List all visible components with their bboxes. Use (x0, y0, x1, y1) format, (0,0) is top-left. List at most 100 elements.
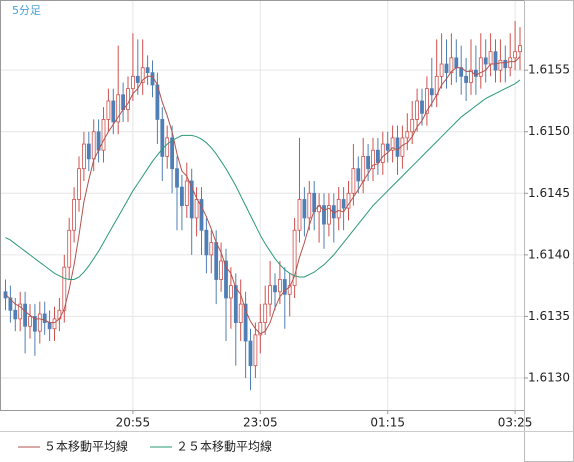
candle-body (47, 322, 52, 330)
candle-body (121, 94, 125, 110)
candle-body (444, 63, 449, 74)
candle-body (179, 186, 184, 207)
candle-body (513, 51, 517, 59)
candle-body (483, 57, 488, 65)
candle-body (194, 199, 199, 219)
candle-body (243, 303, 248, 342)
candle-body (415, 100, 420, 120)
ma-line (5, 56, 521, 335)
legend-label: ２５本移動平均線 (176, 439, 272, 454)
candle-body (464, 75, 469, 83)
candle-body (400, 137, 405, 157)
candle-body (351, 168, 356, 194)
candle-body (449, 57, 454, 74)
candle-body (292, 229, 297, 287)
candle-body (189, 180, 194, 219)
y-tick-label: 1.6130 (528, 370, 570, 384)
candle-body (346, 192, 351, 209)
candle-body (420, 100, 424, 114)
candle-body (116, 94, 121, 123)
x-tick-label: 03:25 (498, 416, 533, 430)
candle-body (405, 131, 410, 139)
chart-title: 5分足 (12, 4, 41, 17)
y-tick-label: 1.6150 (528, 124, 570, 138)
candle-body (160, 119, 165, 157)
candle-body (410, 119, 415, 133)
candle-body (248, 340, 253, 367)
candle-body (371, 149, 375, 170)
candle-body (518, 45, 522, 53)
candle-body (199, 199, 204, 231)
candle-body (356, 168, 361, 182)
candle-body (263, 303, 268, 323)
candle-body (287, 285, 292, 295)
candle-body (52, 318, 57, 330)
candle-body (307, 192, 312, 219)
y-tick-label: 1.6155 (528, 63, 570, 77)
candle-body (214, 242, 219, 280)
candle-body (361, 155, 366, 182)
candle-body (18, 303, 23, 320)
candle-body (297, 199, 302, 231)
candle-body (282, 279, 287, 295)
candle-body (8, 297, 13, 311)
candle-body (268, 285, 273, 305)
candle-body (106, 100, 111, 120)
candle-body (277, 279, 282, 293)
candle-body (341, 199, 346, 209)
candle-body (42, 313, 47, 323)
x-tick-label: 23:05 (243, 416, 278, 430)
candle-body (219, 260, 224, 280)
ma-line (5, 79, 521, 280)
candle-body (253, 334, 258, 367)
candle-body (67, 229, 72, 268)
candle-body (302, 199, 307, 219)
candle-body (385, 143, 390, 151)
candle-body (326, 205, 331, 225)
candle-body (488, 51, 493, 65)
x-tick-label: 01:15 (370, 416, 405, 430)
candle-body (145, 67, 150, 74)
candle-body (111, 100, 116, 123)
candle-body (126, 88, 130, 110)
candle-body (170, 137, 175, 170)
candle-body (91, 131, 96, 160)
candle-body (273, 285, 277, 293)
candle-body (238, 303, 243, 323)
candle-body (493, 51, 498, 71)
candle-body (224, 260, 228, 299)
candle-body (72, 199, 76, 231)
candle-body (258, 322, 263, 336)
candle-body (424, 88, 429, 114)
candle-body (28, 316, 32, 327)
candle-body (375, 149, 380, 163)
candle-body (62, 266, 67, 311)
candle-body (101, 119, 106, 151)
candle-body (33, 316, 37, 332)
candle-body (469, 69, 473, 83)
candle-body (478, 57, 483, 77)
candle-body (429, 88, 434, 96)
candle-body (165, 137, 170, 157)
candle-body (228, 285, 233, 299)
candle-body (439, 63, 444, 77)
candle-body (454, 57, 459, 69)
candle-body (380, 143, 385, 163)
candle-body (23, 303, 28, 327)
candle-body (233, 285, 238, 323)
candle-body (508, 57, 513, 69)
candle-body (390, 137, 395, 151)
candle-body (322, 205, 326, 225)
candle-body (204, 229, 209, 256)
candle-body (366, 155, 371, 170)
candle-body (77, 168, 81, 200)
x-tick-label: 20:55 (116, 416, 151, 430)
candle-body (86, 143, 91, 160)
y-tick-label: 1.6140 (528, 247, 570, 261)
candle-body (184, 180, 189, 207)
candle-body (135, 75, 140, 83)
candle-body (395, 137, 400, 157)
